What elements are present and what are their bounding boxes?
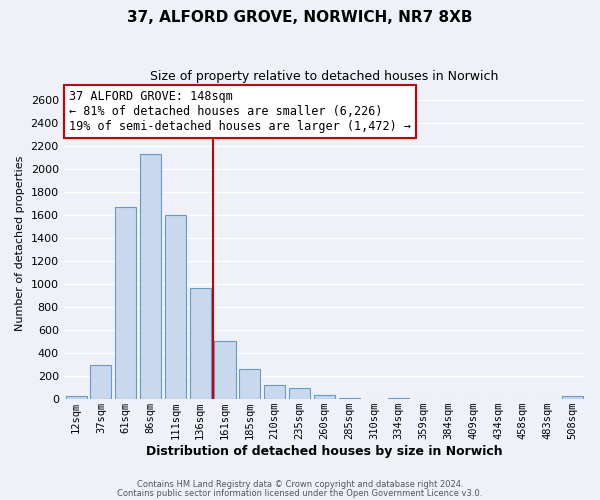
Bar	[190, 288, 211, 399]
X-axis label: Distribution of detached houses by size in Norwich: Distribution of detached houses by size …	[146, 444, 503, 458]
Y-axis label: Number of detached properties: Number of detached properties	[15, 156, 25, 331]
Bar	[289, 388, 310, 398]
Bar	[562, 396, 583, 398]
Text: Contains HM Land Registry data © Crown copyright and database right 2024.: Contains HM Land Registry data © Crown c…	[137, 480, 463, 489]
Bar	[239, 370, 260, 398]
Bar	[115, 206, 136, 398]
Text: 37 ALFORD GROVE: 148sqm
← 81% of detached houses are smaller (6,226)
19% of semi: 37 ALFORD GROVE: 148sqm ← 81% of detache…	[69, 90, 411, 133]
Bar	[65, 396, 86, 398]
Bar	[140, 154, 161, 398]
Title: Size of property relative to detached houses in Norwich: Size of property relative to detached ho…	[150, 70, 499, 83]
Bar	[314, 395, 335, 398]
Bar	[214, 340, 236, 398]
Bar	[165, 215, 186, 398]
Bar	[91, 365, 112, 398]
Bar	[264, 385, 285, 398]
Text: Contains public sector information licensed under the Open Government Licence v3: Contains public sector information licen…	[118, 489, 482, 498]
Text: 37, ALFORD GROVE, NORWICH, NR7 8XB: 37, ALFORD GROVE, NORWICH, NR7 8XB	[127, 10, 473, 25]
